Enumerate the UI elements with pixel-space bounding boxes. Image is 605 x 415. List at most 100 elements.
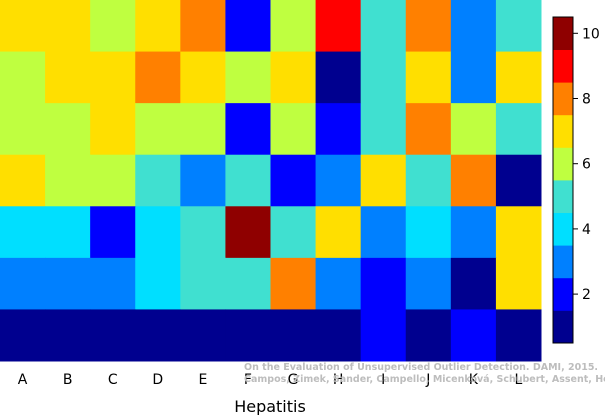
heatmap-cell [180,154,226,207]
colorbar-segment [553,310,573,344]
heatmap-cell [405,257,452,310]
heatmap-cell [0,0,46,53]
heatmap-cell [45,51,91,104]
heatmap-cell [270,0,317,53]
colorbar: 2 4 6 8 10 [552,16,600,344]
heatmap-cell [315,154,362,207]
x-tick-label: F [244,372,252,388]
heatmap-cell [135,206,181,259]
heatmap-cell [495,206,542,259]
heatmap-cell [405,51,452,104]
heatmap-cell [225,257,271,310]
heatmap-cell [135,51,181,104]
colorbar-segment [553,212,573,246]
heatmap-cell [90,51,136,104]
heatmap-cell [405,309,452,362]
heatmap-cell [360,154,407,207]
heatmap-cell [225,103,271,156]
heatmap-cell [180,51,226,104]
heatmap-cell [495,309,542,362]
heatmap-cell [90,154,136,207]
heatmap-cell [450,206,497,259]
heatmap-cell [0,309,46,362]
heatmap-cell [180,0,226,53]
heatmap-cell [360,257,407,310]
x-tick-label: K [469,372,479,388]
heatmap-cell [405,0,452,53]
heatmap-cell [180,257,226,310]
heatmap-cell [90,0,136,53]
heatmap-cell [0,257,46,310]
heatmap-cell [135,103,181,156]
x-tick-label: B [63,372,73,388]
heatmap-cell [450,0,497,53]
colorbar-tick-label: 2 [582,287,591,303]
heatmap-cell [45,257,91,310]
heatmap-cell [360,0,407,53]
colorbar-tick-label: 8 [582,92,591,108]
colorbar-segment [553,17,573,50]
colorbar-segment [553,82,573,116]
heatmap-cell [405,154,452,207]
heatmap-cell [225,206,271,259]
heatmap-cell [225,51,271,104]
colorbar-segment [553,245,573,279]
heatmap-cell [495,51,542,104]
heatmap-cell [270,206,317,259]
heatmap-cell [495,0,542,53]
watermark-line-2: Campos, Zimek, Sander, Campello, Micenko… [244,374,605,385]
x-axis-label: Hepatitis [234,397,306,415]
heatmap-cell [180,103,226,156]
heatmap-cell [495,257,542,310]
heatmap-cell [450,154,497,207]
heatmap-cell [360,206,407,259]
x-tick-label: D [152,372,163,388]
heatmap-cell [90,206,136,259]
heatmap-cell [270,257,317,310]
colorbar-border [552,16,574,344]
heatmap-cell [90,103,136,156]
heatmap-cell [495,154,542,207]
heatmap-cell [135,0,181,53]
heatmap-cell [270,103,317,156]
heatmap-cell [45,154,91,207]
heatmap-cell [405,206,452,259]
heatmap-cell [225,0,271,53]
colorbar-tick-label: 4 [582,222,591,238]
x-tick-label: L [515,372,523,388]
heatmap-cells [0,0,542,362]
x-tick-label: G [288,372,299,388]
heatmap-cell [405,103,452,156]
colorbar-segment [553,277,573,311]
colorbar-segment [553,114,573,148]
heatmap-cell [315,206,362,259]
watermark-line-1: On the Evaluation of Unsupervised Outlie… [244,362,599,373]
heatmap-cell [135,154,181,207]
heatmap-cell [450,51,497,104]
x-tick-label: E [198,372,207,388]
heatmap-cell [0,154,46,207]
heatmap-cell [315,309,362,362]
colorbar-segment [553,180,573,213]
x-tick-label: I [381,372,385,388]
x-tick-label: A [18,372,28,388]
heatmap-cell [360,103,407,156]
heatmap-cell [315,257,362,310]
heatmap-cell [450,257,497,310]
colorbar-segment [553,147,573,181]
heatmap-cell [90,309,136,362]
heatmap-cell [225,154,271,207]
x-tick-label: C [108,372,118,388]
heatmap-cell [135,309,181,362]
heatmap-cell [180,206,226,259]
heatmap-cell [90,257,136,310]
heatmap-cell [225,309,271,362]
x-axis-ticks: A B C D E F G H I J K L [18,372,523,388]
heatmap-cell [45,206,91,259]
heatmap-cell [360,309,407,362]
heatmap-cell [270,309,317,362]
heatmap-cell [270,51,317,104]
heatmap-cell [315,51,362,104]
heatmap-cell [0,51,46,104]
